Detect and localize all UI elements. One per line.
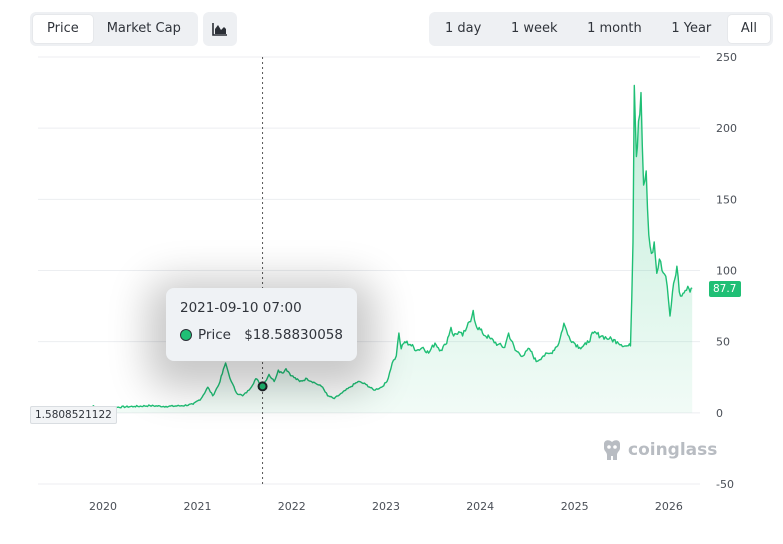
- price-line: [89, 84, 693, 412]
- coinglass-logo-icon: [604, 440, 620, 460]
- range-1-day[interactable]: 1 day: [445, 21, 482, 36]
- x-axis: 2020 2021 2022 2023 2024 2025 2026: [89, 500, 683, 513]
- watermark: coinglass: [600, 438, 717, 462]
- last-price-label: 87.7: [709, 281, 741, 297]
- x-tick-label: 2021: [183, 500, 211, 513]
- time-range-toggle: 1 day 1 week 1 month 1 Year All: [429, 12, 773, 46]
- x-tick-label: 2026: [655, 500, 683, 513]
- range-1-year[interactable]: 1 Year: [671, 21, 712, 36]
- price-area: [89, 85, 693, 413]
- y-tick-label: 250: [716, 51, 737, 64]
- chart-type-button[interactable]: [203, 12, 237, 46]
- y-tick-label: 100: [716, 265, 737, 278]
- x-tick-label: 2025: [561, 500, 589, 513]
- start-price-label: 1.5808521122: [30, 406, 117, 424]
- x-tick-label: 2020: [89, 500, 117, 513]
- tooltip-time: 2021-09-10 07:00: [180, 300, 302, 316]
- x-tick-label: 2022: [278, 500, 306, 513]
- range-all[interactable]: All: [727, 15, 770, 43]
- tooltip-series-label: Price: [198, 327, 231, 343]
- y-tick-label: 150: [716, 193, 737, 206]
- area-chart-icon: [212, 23, 227, 36]
- watermark-text: coinglass: [628, 440, 718, 460]
- y-tick-label: -50: [716, 478, 734, 491]
- y-axis: -50 0 50 100 150 200 250: [716, 51, 737, 491]
- hover-point: [257, 381, 268, 392]
- range-1-month[interactable]: 1 month: [587, 21, 642, 36]
- tooltip-row: Price $18.58830058: [180, 327, 343, 343]
- metric-toggle: Price Market Cap: [30, 12, 198, 46]
- tab-market-cap[interactable]: Market Cap: [106, 21, 181, 36]
- price-tooltip: 2021-09-10 07:00 Price $18.58830058: [166, 288, 357, 361]
- y-tick-label: 0: [716, 407, 723, 420]
- series-dot-icon: [180, 329, 192, 341]
- range-1-week[interactable]: 1 week: [510, 21, 558, 36]
- x-tick-label: 2023: [372, 500, 400, 513]
- grid-lines: [38, 56, 700, 485]
- y-tick-label: 50: [716, 336, 730, 349]
- tooltip-value: $18.58830058: [244, 327, 343, 343]
- y-tick-label: 200: [716, 122, 737, 135]
- tab-price[interactable]: Price: [33, 15, 93, 43]
- x-tick-label: 2024: [466, 500, 494, 513]
